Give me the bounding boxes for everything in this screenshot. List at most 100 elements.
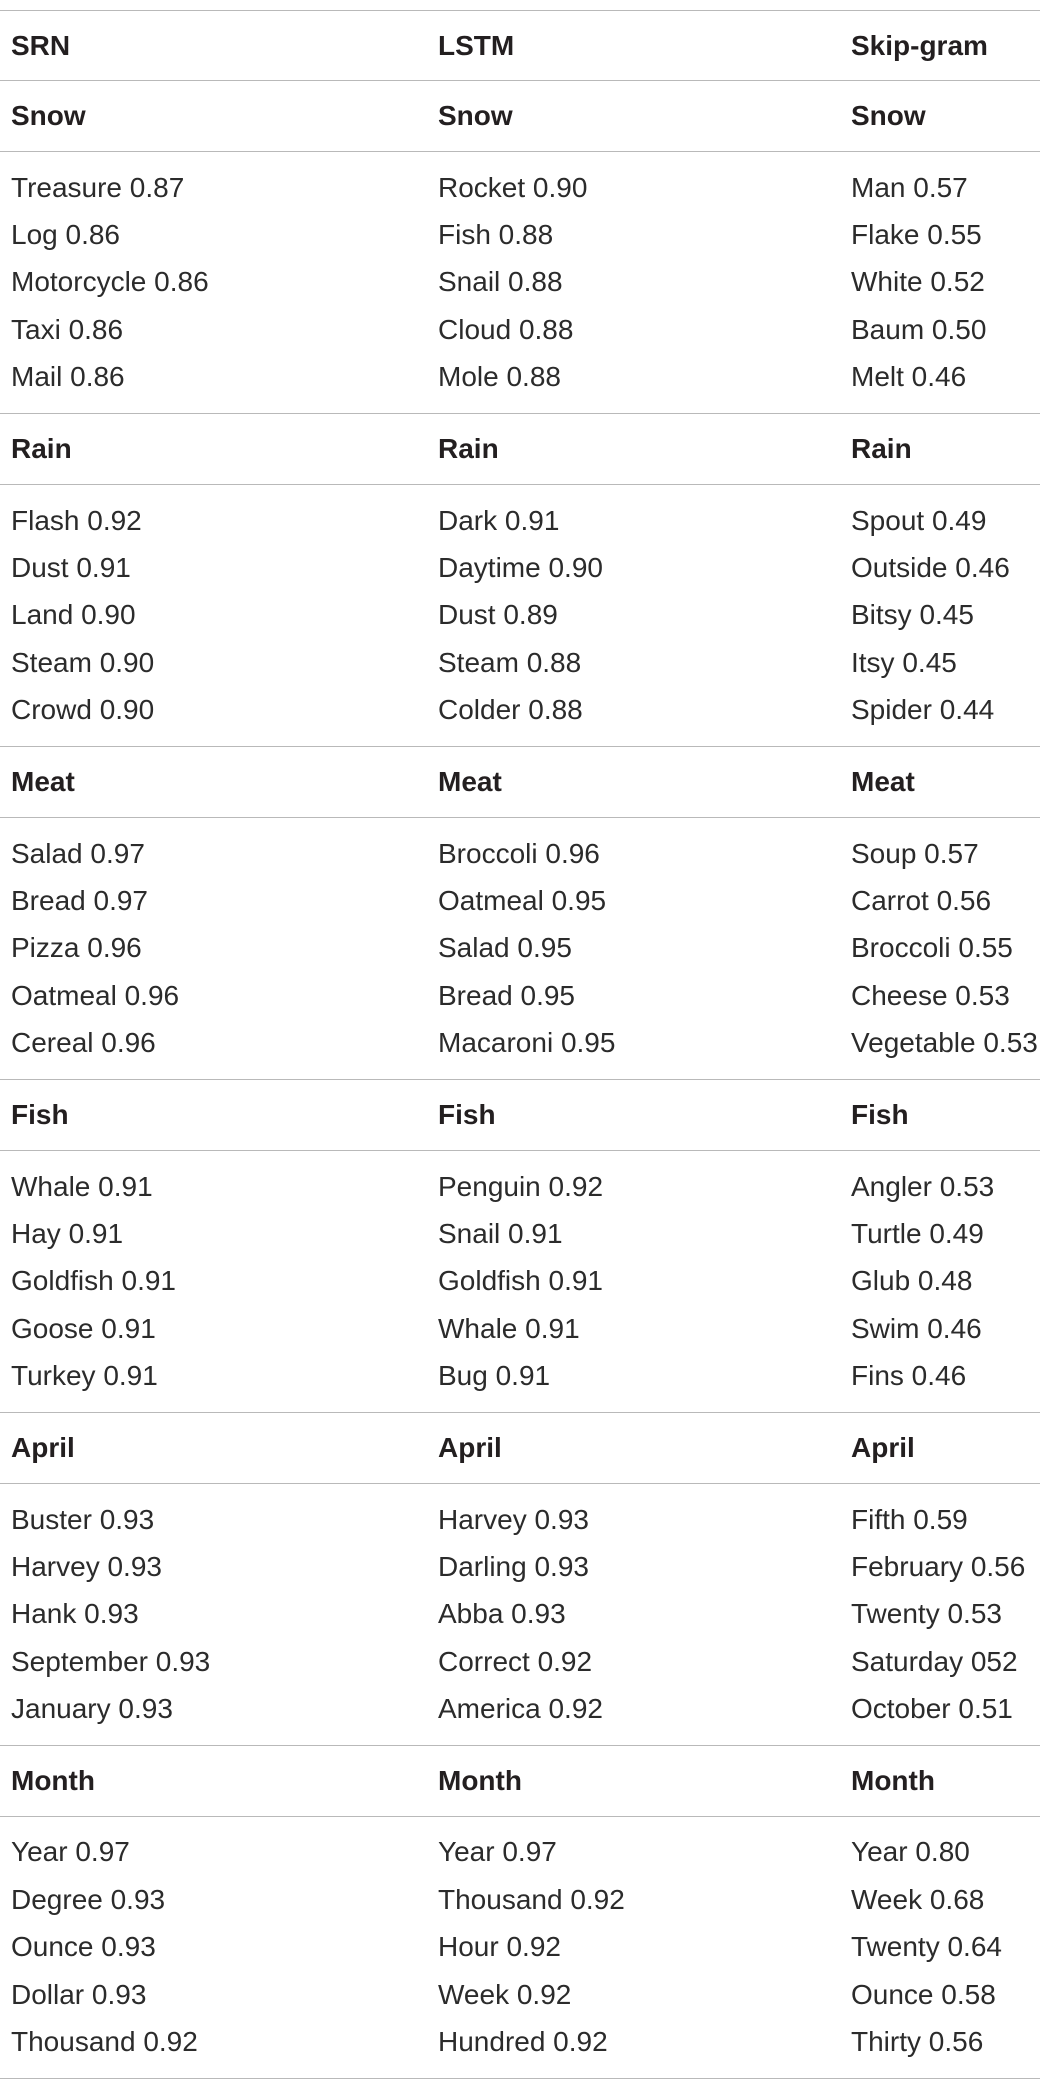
table-row: Ounce 0.93 Hour 0.92 Twenty 0.64 [0,1924,1040,1971]
table-row: Hank 0.93 Abba 0.93 Twenty 0.53 [0,1591,1040,1638]
table-cell-lstm: Macaroni 0.95 [438,1027,616,1059]
table-row: Degree 0.93 Thousand 0.92 Week 0.68 [0,1876,1040,1923]
table-cell-lstm: Hour 0.92 [438,1931,561,1963]
table-cell-srn: Oatmeal 0.96 [11,979,180,1011]
section-label-skip-gram: Fish [851,1098,909,1130]
table-cell-lstm: Snail 0.88 [438,266,563,298]
section-label-skip-gram: April [851,1431,915,1463]
table-cell-lstm: Dark 0.91 [438,504,560,536]
table-cell-lstm: Rocket 0.90 [438,171,588,203]
section-label-srn: Fish [11,1098,69,1130]
table-cell-srn: September 0.93 [11,1645,211,1677]
table-cell-lstm: Correct 0.92 [438,1645,593,1677]
table-cell-srn: Turkey 0.91 [11,1360,158,1392]
section-label-skip-gram: Month [851,1764,935,1796]
section-label-skip-gram: Meat [851,765,915,797]
section-group: Whale 0.91 Penguin 0.92 Angler 0.53 Hay 0.9… [0,1151,1040,1413]
table-cell-srn: Steam 0.90 [11,646,155,678]
section-label-lstm: April [438,1431,502,1463]
table-row: Land 0.90 Dust 0.89 Bitsy 0.45 [0,592,1040,639]
table-cell-skip-gram: Thirty 0.56 [851,2026,984,2058]
table-cell-lstm: Harvey 0.93 [438,1503,589,1535]
section-group: Flash 0.92 Dark 0.91 Spout 0.49 Dust 0.91 Da… [0,485,1040,747]
table-cell-srn: Dust 0.91 [11,552,131,584]
table-cell-lstm: Year 0.97 [438,1836,557,1868]
table-cell-srn: Thousand 0.92 [11,2026,198,2058]
table-cell-skip-gram: Saturday 052 [851,1645,1018,1677]
table-row: Goose 0.91 Whale 0.91 Swim 0.46 [0,1305,1040,1352]
table-cell-skip-gram: October 0.51 [851,1693,1013,1725]
table-row: Salad 0.97 Broccoli 0.96 Soup 0.57 [0,830,1040,877]
section-label-srn: Meat [11,765,75,797]
table-cell-skip-gram: Spout 0.49 [851,504,987,536]
similarity-table: SRN LSTM Skip-gram Snow Snow Snow Treasure … [0,10,1040,2079]
table-cell-srn: Goose 0.91 [11,1312,156,1344]
table-cell-srn: Land 0.90 [11,599,136,631]
table-cell-skip-gram: Twenty 0.64 [851,1931,1002,1963]
table-cell-srn: Degree 0.93 [11,1883,166,1915]
table-cell-skip-gram: Bitsy 0.45 [851,599,974,631]
table-row: Turkey 0.91 Bug 0.91 Fins 0.46 [0,1352,1040,1399]
section-label-lstm: Fish [438,1098,496,1130]
table-cell-srn: Bread 0.97 [11,884,148,916]
table-cell-skip-gram: Ounce 0.58 [851,1978,996,2010]
table-cell-lstm: America 0.92 [438,1693,603,1725]
table-cell-skip-gram: Glub 0.48 [851,1265,973,1297]
table-cell-lstm: Oatmeal 0.95 [438,884,607,916]
table-cell-lstm: Salad 0.95 [438,932,572,964]
table-row: Crowd 0.90 Colder 0.88 Spider 0.44 [0,687,1040,734]
table-row: Harvey 0.93 Darling 0.93 February 0.56 [0,1543,1040,1590]
table-cell-skip-gram: Flake 0.55 [851,219,982,251]
table-cell-skip-gram: Fins 0.46 [851,1360,967,1392]
table-cell-lstm: Abba 0.93 [438,1598,566,1630]
table-row: Log 0.86 Fish 0.88 Flake 0.55 [0,211,1040,258]
table-row: September 0.93 Correct 0.92 Saturday 052 [0,1638,1040,1685]
table-cell-srn: Whale 0.91 [11,1170,153,1202]
table-header: SRN LSTM Skip-gram [0,10,1040,81]
table-row: Treasure 0.87 Rocket 0.90 Man 0.57 [0,164,1040,211]
table-cell-skip-gram: Soup 0.57 [851,837,979,869]
section-label-skip-gram: Rain [851,432,912,464]
table-cell-lstm: Week 0.92 [438,1978,572,2010]
table-cell-skip-gram: Itsy 0.45 [851,646,957,678]
table-row: Steam 0.90 Steam 0.88 Itsy 0.45 [0,639,1040,686]
section-label-srn: April [11,1431,75,1463]
table-cell-srn: Cereal 0.96 [11,1027,156,1059]
header-lstm: LSTM [438,29,515,61]
table-cell-srn: Hank 0.93 [11,1598,139,1630]
table-cell-skip-gram: Twenty 0.53 [851,1598,1002,1630]
table-cell-srn: Crowd 0.90 [11,694,155,726]
table-cell-srn: Motorcycle 0.86 [11,266,209,298]
table-row: Dollar 0.93 Week 0.92 Ounce 0.58 [0,1971,1040,2018]
table-cell-lstm: Snail 0.91 [438,1217,563,1249]
table-cell-srn: Log 0.86 [11,219,120,251]
section-label-row: Month Month Month [0,1746,1040,1817]
table-cell-lstm: Bread 0.95 [438,979,575,1011]
table-row: Thousand 0.92 Hundred 0.92 Thirty 0.56 [0,2018,1040,2065]
table-cell-srn: Hay 0.91 [11,1217,124,1249]
section-label-row: Fish Fish Fish [0,1080,1040,1151]
table-row: Dust 0.91 Daytime 0.90 Outside 0.46 [0,544,1040,591]
table-cell-lstm: Broccoli 0.96 [438,837,600,869]
table-cell-skip-gram: Year 0.80 [851,1836,970,1868]
section-label-lstm: Month [438,1764,522,1796]
table-body: Snow Snow Snow Treasure 0.87 Rocket 0.90 Man … [0,81,1040,2079]
section-label-row: Meat Meat Meat [0,747,1040,818]
table-row: Year 0.97 Year 0.97 Year 0.80 [0,1829,1040,1876]
table-cell-skip-gram: Spider 0.44 [851,694,995,726]
table-cell-lstm: Mole 0.88 [438,361,561,393]
section-group: Salad 0.97 Broccoli 0.96 Soup 0.57 Bread 0.… [0,818,1040,1080]
table-cell-srn: Year 0.97 [11,1836,130,1868]
table-cell-lstm: Dust 0.89 [438,599,558,631]
section-label-lstm: Snow [438,100,513,131]
table-row: Flash 0.92 Dark 0.91 Spout 0.49 [0,497,1040,544]
table-cell-srn: Dollar 0.93 [11,1978,147,2010]
table-cell-skip-gram: Carrot 0.56 [851,884,992,916]
section-label-lstm: Meat [438,765,502,797]
table-cell-lstm: Daytime 0.90 [438,552,603,584]
table-cell-lstm: Thousand 0.92 [438,1883,625,1915]
table-row: Bread 0.97 Oatmeal 0.95 Carrot 0.56 [0,877,1040,924]
table-cell-srn: Mail 0.86 [11,361,125,393]
table-cell-skip-gram: February 0.56 [851,1550,1026,1582]
table-row: Oatmeal 0.96 Bread 0.95 Cheese 0.53 [0,972,1040,1019]
